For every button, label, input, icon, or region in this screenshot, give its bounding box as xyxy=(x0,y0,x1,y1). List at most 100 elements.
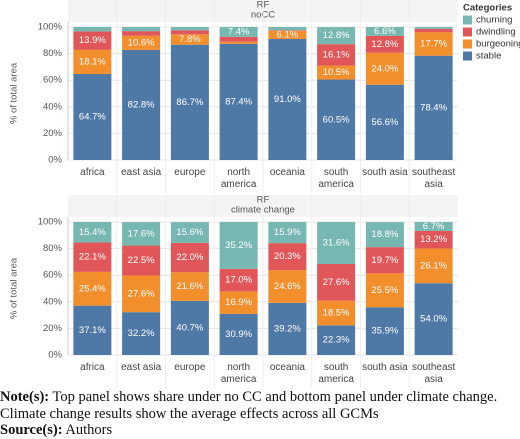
legend-label: dwindling xyxy=(476,27,516,38)
value-label: 86.7% xyxy=(176,97,203,108)
value-label: 78.4% xyxy=(420,102,447,113)
value-label: 17.7% xyxy=(420,38,447,49)
value-label: 10.6% xyxy=(128,37,155,48)
x-tick-label: europe xyxy=(174,167,206,178)
value-label: 17.6% xyxy=(128,228,155,239)
bar-segment xyxy=(317,27,356,45)
bar-segment xyxy=(268,38,307,160)
bar-segment xyxy=(414,222,453,231)
bar-segment xyxy=(365,273,404,308)
x-tick-label: southeast asia xyxy=(411,362,456,385)
bar-segment xyxy=(317,222,356,265)
bar-segment xyxy=(73,73,112,160)
bar-segment xyxy=(414,28,453,33)
bar-segment xyxy=(414,248,453,284)
bar-segment xyxy=(414,27,453,29)
x-tick-label: north america xyxy=(220,362,257,385)
value-label: 54.0% xyxy=(420,314,447,325)
y-tick-label: 80% xyxy=(43,48,63,59)
bar-segment xyxy=(170,44,209,161)
bar-segment xyxy=(268,270,307,303)
bar-segment xyxy=(219,43,258,161)
bar-segment xyxy=(170,242,209,273)
bar-segment xyxy=(73,222,112,243)
legend-swatch xyxy=(463,39,472,49)
bar-segment xyxy=(414,55,453,161)
bar-segment xyxy=(317,44,356,66)
bar-segment xyxy=(122,312,161,355)
source-label: Source(s): xyxy=(0,422,63,438)
bar-segment xyxy=(219,313,258,355)
source: Source(s): Authors xyxy=(0,422,516,439)
bar-segment xyxy=(268,27,307,31)
value-label: 22.3% xyxy=(323,335,350,346)
x-tick-label: africa xyxy=(80,362,105,373)
bar-segment xyxy=(122,275,161,313)
legend-label: churning xyxy=(476,15,512,26)
value-label: 25.4% xyxy=(79,283,106,294)
value-label: 21.6% xyxy=(176,281,203,292)
value-label: 15.6% xyxy=(176,227,203,238)
bar-segment xyxy=(170,272,209,301)
value-label: 6.7% xyxy=(423,221,445,232)
x-tick-label: south america xyxy=(318,362,354,385)
value-label: 15.9% xyxy=(274,227,301,238)
bar-segment xyxy=(317,65,356,80)
x-tick-label: south asia xyxy=(362,362,408,373)
value-label: 56.6% xyxy=(371,117,398,128)
bar-segment xyxy=(170,300,209,355)
bar-segment xyxy=(317,264,356,301)
legend-swatch xyxy=(463,15,472,25)
value-label: 22.5% xyxy=(128,255,155,266)
value-label: 82.8% xyxy=(128,99,155,110)
bar-segment xyxy=(73,27,112,32)
x-tick-label: oceania xyxy=(269,167,305,178)
x-tick-label: south asia xyxy=(362,167,408,178)
bar-segment xyxy=(317,79,356,160)
x-tick-label: oceania xyxy=(269,362,305,373)
value-label: 64.7% xyxy=(79,111,106,122)
y-tick-label: 20% xyxy=(43,128,63,139)
bar-segment xyxy=(73,242,112,272)
bar-segment xyxy=(268,30,307,31)
y-tick-label: 0% xyxy=(48,155,62,166)
bar-segment xyxy=(414,32,453,56)
bar-segment xyxy=(170,27,209,31)
x-tick-label: north america xyxy=(220,167,257,190)
bar-segment xyxy=(219,291,258,314)
value-label: 18.8% xyxy=(371,229,398,240)
y-tick-label: 60% xyxy=(43,75,63,86)
bar-segment xyxy=(365,84,404,160)
value-label: 27.6% xyxy=(128,288,155,299)
y-axis-title: % of total area xyxy=(9,257,20,319)
value-label: 37.1% xyxy=(79,325,106,336)
value-label: 10.5% xyxy=(323,67,350,78)
bar-segment xyxy=(122,27,161,32)
bar-segment xyxy=(268,222,307,244)
bar-segment xyxy=(365,247,404,274)
value-label: 12.8% xyxy=(371,39,398,50)
bar-segment xyxy=(268,243,307,271)
source-text: Authors xyxy=(62,422,113,438)
x-tick-label: africa xyxy=(80,167,105,178)
value-label: 27.6% xyxy=(323,277,350,288)
bar-segment xyxy=(170,30,209,35)
bar-segment xyxy=(122,222,161,246)
value-label: 16.9% xyxy=(225,297,252,308)
value-label: 18.5% xyxy=(323,308,350,319)
legend-label: burgeoning xyxy=(476,39,520,50)
bar-segment xyxy=(365,307,404,355)
value-label: 16.1% xyxy=(323,49,350,60)
value-label: 25.5% xyxy=(371,285,398,296)
value-label: 18.1% xyxy=(79,56,106,67)
note-block: Note(s): Top panel shows share under no … xyxy=(0,389,516,439)
note: Note(s): Top panel shows share under no … xyxy=(0,389,516,422)
bar-segment xyxy=(122,245,161,276)
value-label: 12.8% xyxy=(323,30,350,41)
note-label: Note(s): xyxy=(0,389,50,405)
value-label: 39.2% xyxy=(274,323,301,334)
bar-segment xyxy=(73,305,112,355)
legend-swatch xyxy=(463,27,472,37)
bar-segment xyxy=(122,35,161,50)
